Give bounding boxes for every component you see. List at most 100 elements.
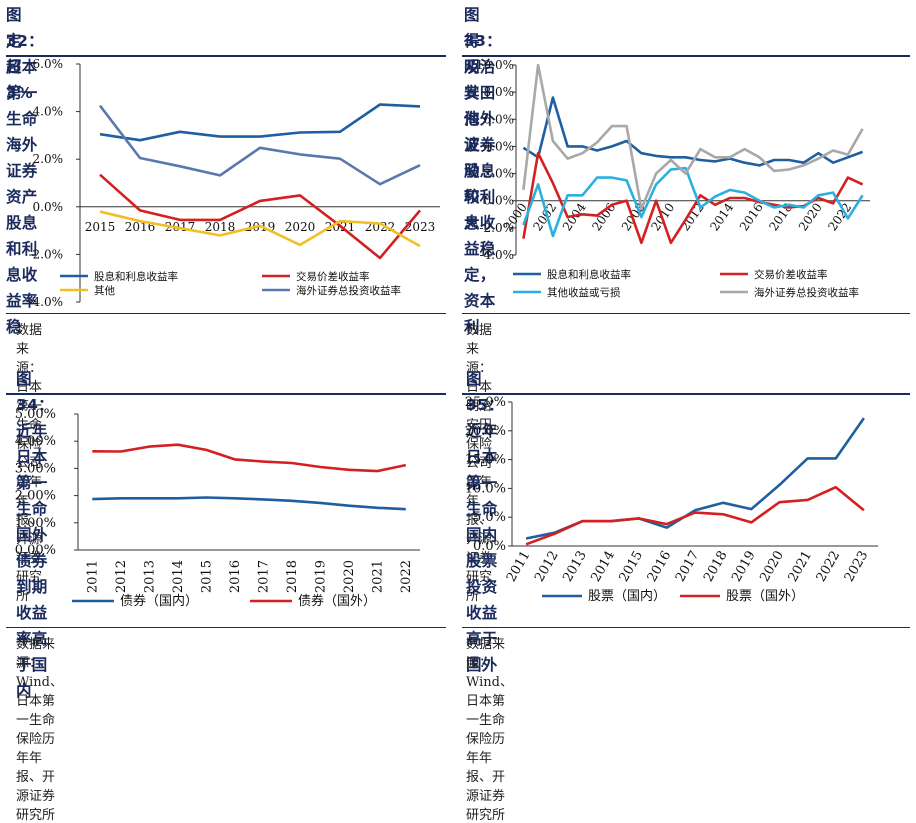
x-tick-label: 2016 xyxy=(645,549,675,585)
y-tick-label: 6.0% xyxy=(33,57,64,71)
x-tick-label: 2019 xyxy=(729,549,759,585)
x-tick-label: 2018 xyxy=(701,549,731,585)
y-tick-label: 5.0% xyxy=(473,510,506,525)
legend-label: 交易价差收益率 xyxy=(754,268,828,281)
x-tick-label: 2022 xyxy=(399,560,414,593)
figure-33-title-rule xyxy=(462,55,910,57)
series-line-1 xyxy=(99,103,421,142)
series-line-2 xyxy=(99,173,421,260)
x-tick-label: 2013 xyxy=(560,549,590,585)
x-tick-label: 2017 xyxy=(256,560,271,593)
x-tick-label: 2016 xyxy=(228,560,243,593)
y-tick-label: 15.0% xyxy=(465,453,506,468)
y-tick-label: 5.00% xyxy=(15,407,56,422)
y-tick-label: 0.0% xyxy=(473,539,506,554)
y-tick-label: 0.0% xyxy=(484,194,515,208)
series-line-2 xyxy=(525,485,865,546)
figure-34-source-rule xyxy=(6,627,446,628)
y-tick-label: 2.0% xyxy=(484,167,515,181)
x-tick-label: 2022 xyxy=(814,549,844,585)
y-tick-label: 0.00% xyxy=(15,543,56,558)
y-tick-label: 6.0% xyxy=(484,112,515,126)
legend-label: 海外证券总投资收益率 xyxy=(754,286,859,299)
y-tick-label: 25.0% xyxy=(465,395,506,410)
legend-label: 债券（国外） xyxy=(298,593,376,609)
x-tick-label: 2011 xyxy=(504,549,534,585)
x-tick-label: 2012 xyxy=(114,560,129,593)
y-tick-label: 10.0% xyxy=(465,481,506,496)
x-tick-label: 2018 xyxy=(285,560,300,593)
figure-35-title-rule xyxy=(462,393,910,395)
legend-label: 债券（国内） xyxy=(120,593,198,609)
figure-32-title-rule xyxy=(6,55,446,57)
figure-33-title-line2: 得及其他波动较大 xyxy=(464,32,480,232)
legend-label: 海外证券总投资收益率 xyxy=(296,284,401,297)
series-line-1 xyxy=(92,496,406,511)
figure-35-chart: 0.0% 5.0% 10.0% 15.0% 20.0% 25.0% 201120122013… xyxy=(465,395,878,604)
y-tick-label: -4.0% xyxy=(479,248,514,262)
legend-label: 股息和利息收益率 xyxy=(94,270,178,283)
y-tick-label: 4.0% xyxy=(33,105,64,119)
series-line-4 xyxy=(522,63,864,211)
figure-35-source-rule xyxy=(462,627,910,628)
y-tick-label: 2.00% xyxy=(15,489,56,504)
legend-label: 股息和利息收益率 xyxy=(547,268,631,281)
y-tick-label: -2.0% xyxy=(479,221,514,235)
y-tick-label: 10.0% xyxy=(476,58,514,72)
series-line-2 xyxy=(92,443,407,473)
y-tick-label: -2.0% xyxy=(28,247,63,261)
legend-label: 其他收益或亏损 xyxy=(547,286,621,299)
x-tick-label: 2020 xyxy=(757,549,787,585)
figure-34-source: 数据来源：Wind、日本第一生命保险历年年报、开源证券研究所 xyxy=(16,637,63,823)
series-line-3 xyxy=(99,210,421,248)
x-tick-label: 2019 xyxy=(313,560,328,593)
x-tick-label: 2023 xyxy=(405,220,436,234)
figure-32-title-line1: 图32：日本第一生命海外证券资产股息和利息收益率稳 xyxy=(6,6,44,336)
x-tick-label: 2023 xyxy=(842,549,872,585)
series-line-2 xyxy=(522,151,864,245)
y-tick-label: 1.00% xyxy=(15,516,56,531)
series-line-4 xyxy=(98,104,421,186)
series-line-3 xyxy=(522,166,864,238)
figure-35-source: 数据来源：Wind、日本第一生命保险历年年报、开源证券研究所 xyxy=(466,637,513,823)
figure-32-source: 数据来源：日本第一生命保险公司历年年报、开源证券研究所 xyxy=(16,323,43,604)
legend-label: 交易价差收益率 xyxy=(296,270,370,283)
figure-34-chart: 0.00% 1.00% 2.00% 3.00% 4.00% 5.00% 2011 2012 20… xyxy=(15,407,420,609)
x-tick-label: 2015 xyxy=(199,560,214,593)
x-tick-label: 2013 xyxy=(142,560,157,593)
figure-33-chart: -4.0%-2.0%0.0%2.0%4.0%6.0%8.0%10.0%2000 2… xyxy=(476,58,870,299)
figure-33-source: 数据来源：日本明治安田保险公司历年年报、开源证券研究所 xyxy=(466,323,493,604)
y-tick-label: 2.0% xyxy=(33,152,64,166)
series-line-1 xyxy=(522,96,864,167)
y-tick-label: 20.0% xyxy=(465,424,506,439)
y-tick-label: 3.00% xyxy=(15,461,56,476)
figure-34-title-rule xyxy=(6,393,446,395)
x-tick-label: 2021 xyxy=(370,560,385,593)
figure-33-title-line1: 图33：明治安田海外证券股息和利息收益稳定，资本利 xyxy=(464,6,502,336)
x-tick-label: 2014 xyxy=(171,560,186,593)
x-tick-label: 2018 xyxy=(205,220,236,234)
x-tick-label: 2014 xyxy=(588,549,618,585)
y-tick-label: 0.0% xyxy=(33,200,64,214)
series-line-1 xyxy=(525,417,865,540)
x-tick-label: 2015 xyxy=(85,220,116,234)
x-tick-label: 2012 xyxy=(532,549,562,585)
y-tick-label: -4.0% xyxy=(28,295,63,309)
legend-label: 股票（国内） xyxy=(588,588,666,604)
legend-label: 其他 xyxy=(94,284,115,297)
figure-32-source-rule xyxy=(6,313,446,314)
y-tick-label: 4.00% xyxy=(15,434,56,449)
x-tick-label: 2017 xyxy=(673,549,703,585)
x-tick-label: 2011 xyxy=(85,560,100,593)
figure-33-source-rule xyxy=(462,313,910,314)
y-tick-label: 8.0% xyxy=(484,85,515,99)
figure-32-title-line2: 定超 3% xyxy=(6,32,33,102)
x-tick-label: 2016 xyxy=(737,200,766,233)
x-tick-label: 2020 xyxy=(342,560,357,593)
figure-32-chart: -4.0%-2.0%0.0%2.0%4.0%6.0%2015 2016 2017 20… xyxy=(28,57,440,309)
x-tick-label: 2020 xyxy=(285,220,316,234)
y-tick-label: 4.0% xyxy=(484,139,515,153)
x-tick-label: 2015 xyxy=(617,549,647,585)
x-tick-label: 2014 xyxy=(707,200,736,233)
x-tick-label: 2021 xyxy=(786,549,816,585)
